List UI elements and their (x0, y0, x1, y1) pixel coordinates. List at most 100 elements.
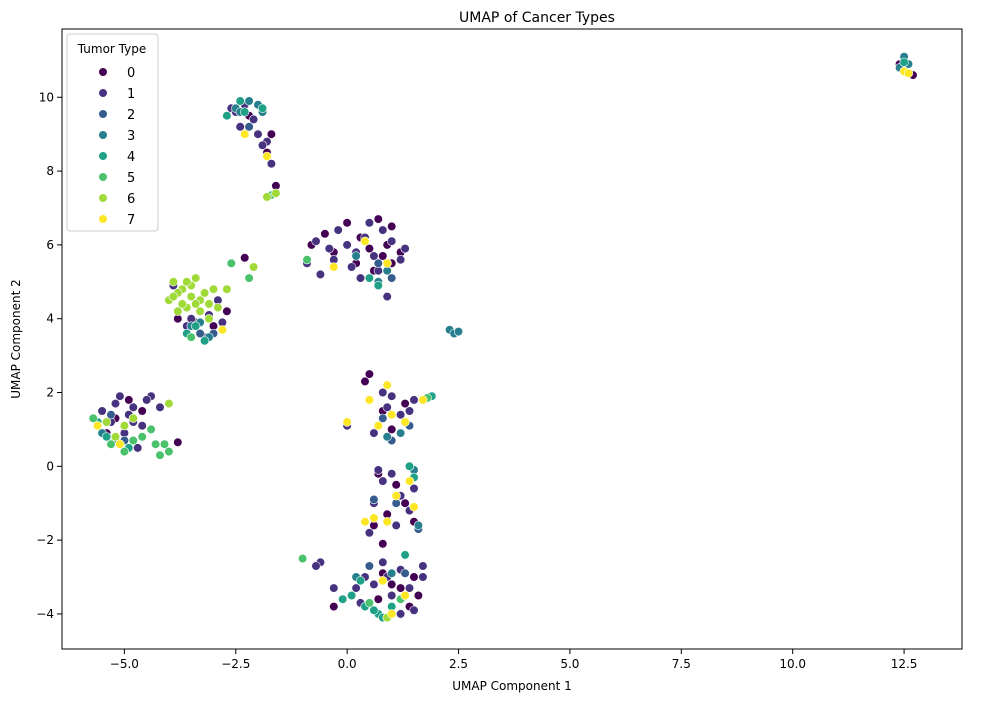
data-point (387, 424, 397, 435)
data-point (222, 306, 232, 316)
data-point (382, 380, 392, 390)
legend-label: 1 (127, 87, 135, 102)
x-tick-label: 7.5 (672, 657, 691, 671)
data-point (257, 140, 268, 150)
legend-marker (98, 214, 108, 224)
data-point (240, 107, 250, 117)
data-point (191, 273, 201, 283)
data-point (364, 561, 375, 571)
data-point (453, 327, 464, 337)
data-point (159, 439, 170, 449)
data-point (409, 483, 419, 494)
legend-label: 5 (127, 171, 135, 186)
data-point (173, 306, 183, 316)
x-tick-label: 2.5 (449, 657, 468, 671)
data-point (418, 572, 428, 582)
data-point (355, 273, 366, 283)
data-point (177, 299, 187, 309)
data-point (137, 421, 147, 431)
data-point (360, 376, 370, 387)
data-point (124, 395, 134, 405)
data-point (369, 579, 379, 590)
data-point (324, 244, 334, 254)
legend-label: 7 (127, 213, 135, 228)
data-point (391, 491, 401, 501)
data-point (88, 413, 98, 423)
data-point (164, 447, 174, 457)
data-point (373, 280, 383, 291)
y-tick-label: 10 (39, 90, 54, 104)
data-point (173, 437, 183, 447)
data-point (329, 601, 339, 612)
data-point (387, 273, 397, 283)
data-point (373, 214, 383, 224)
points-layer (88, 52, 918, 623)
data-point (106, 410, 116, 420)
legend-title: Tumor Type (77, 42, 146, 56)
legend-marker (98, 67, 108, 77)
data-point (378, 251, 388, 261)
series-4 (92, 57, 909, 623)
data-point (378, 225, 388, 235)
data-point (382, 517, 392, 527)
data-point (418, 561, 428, 571)
data-point (400, 417, 410, 427)
data-point (226, 258, 236, 268)
series-7 (92, 66, 914, 619)
data-point (266, 159, 277, 169)
data-point (110, 432, 121, 442)
data-point (899, 57, 909, 67)
data-point (409, 395, 419, 405)
data-point (262, 151, 272, 161)
data-point (342, 218, 352, 228)
legend-marker (98, 130, 108, 140)
data-point (191, 321, 201, 331)
data-point (382, 258, 392, 268)
data-point (115, 391, 125, 401)
data-point (204, 314, 214, 324)
data-point (360, 517, 370, 527)
data-point (262, 192, 272, 202)
data-point (387, 236, 397, 246)
data-point (213, 303, 223, 313)
data-point (382, 402, 392, 412)
data-point (360, 236, 370, 246)
data-point (137, 432, 147, 442)
data-point (400, 498, 410, 508)
data-point (168, 277, 178, 287)
data-point (244, 96, 254, 106)
data-point (382, 432, 392, 442)
data-point (351, 251, 361, 261)
data-point (364, 528, 375, 538)
data-point (320, 229, 330, 239)
data-point (373, 594, 383, 604)
legend-label: 2 (127, 108, 135, 123)
data-point (409, 502, 419, 512)
legend-marker (98, 88, 108, 98)
plot-frame (61, 28, 963, 650)
data-point (97, 406, 107, 416)
data-point (364, 369, 375, 379)
data-point (195, 328, 205, 339)
data-point (382, 292, 392, 302)
data-point (378, 387, 388, 398)
data-point (101, 417, 112, 427)
data-point (151, 439, 161, 449)
data-point (110, 399, 121, 409)
data-point (191, 299, 201, 309)
data-point (119, 421, 129, 431)
data-point (200, 336, 210, 346)
data-point (338, 594, 348, 604)
data-point (364, 218, 375, 228)
data-point (351, 583, 361, 593)
data-point (400, 550, 410, 560)
data-point (347, 262, 357, 272)
data-point (155, 450, 165, 460)
data-point (373, 258, 383, 268)
data-point (387, 469, 397, 479)
data-point (400, 399, 410, 409)
data-point (903, 68, 914, 78)
data-point (396, 428, 406, 438)
